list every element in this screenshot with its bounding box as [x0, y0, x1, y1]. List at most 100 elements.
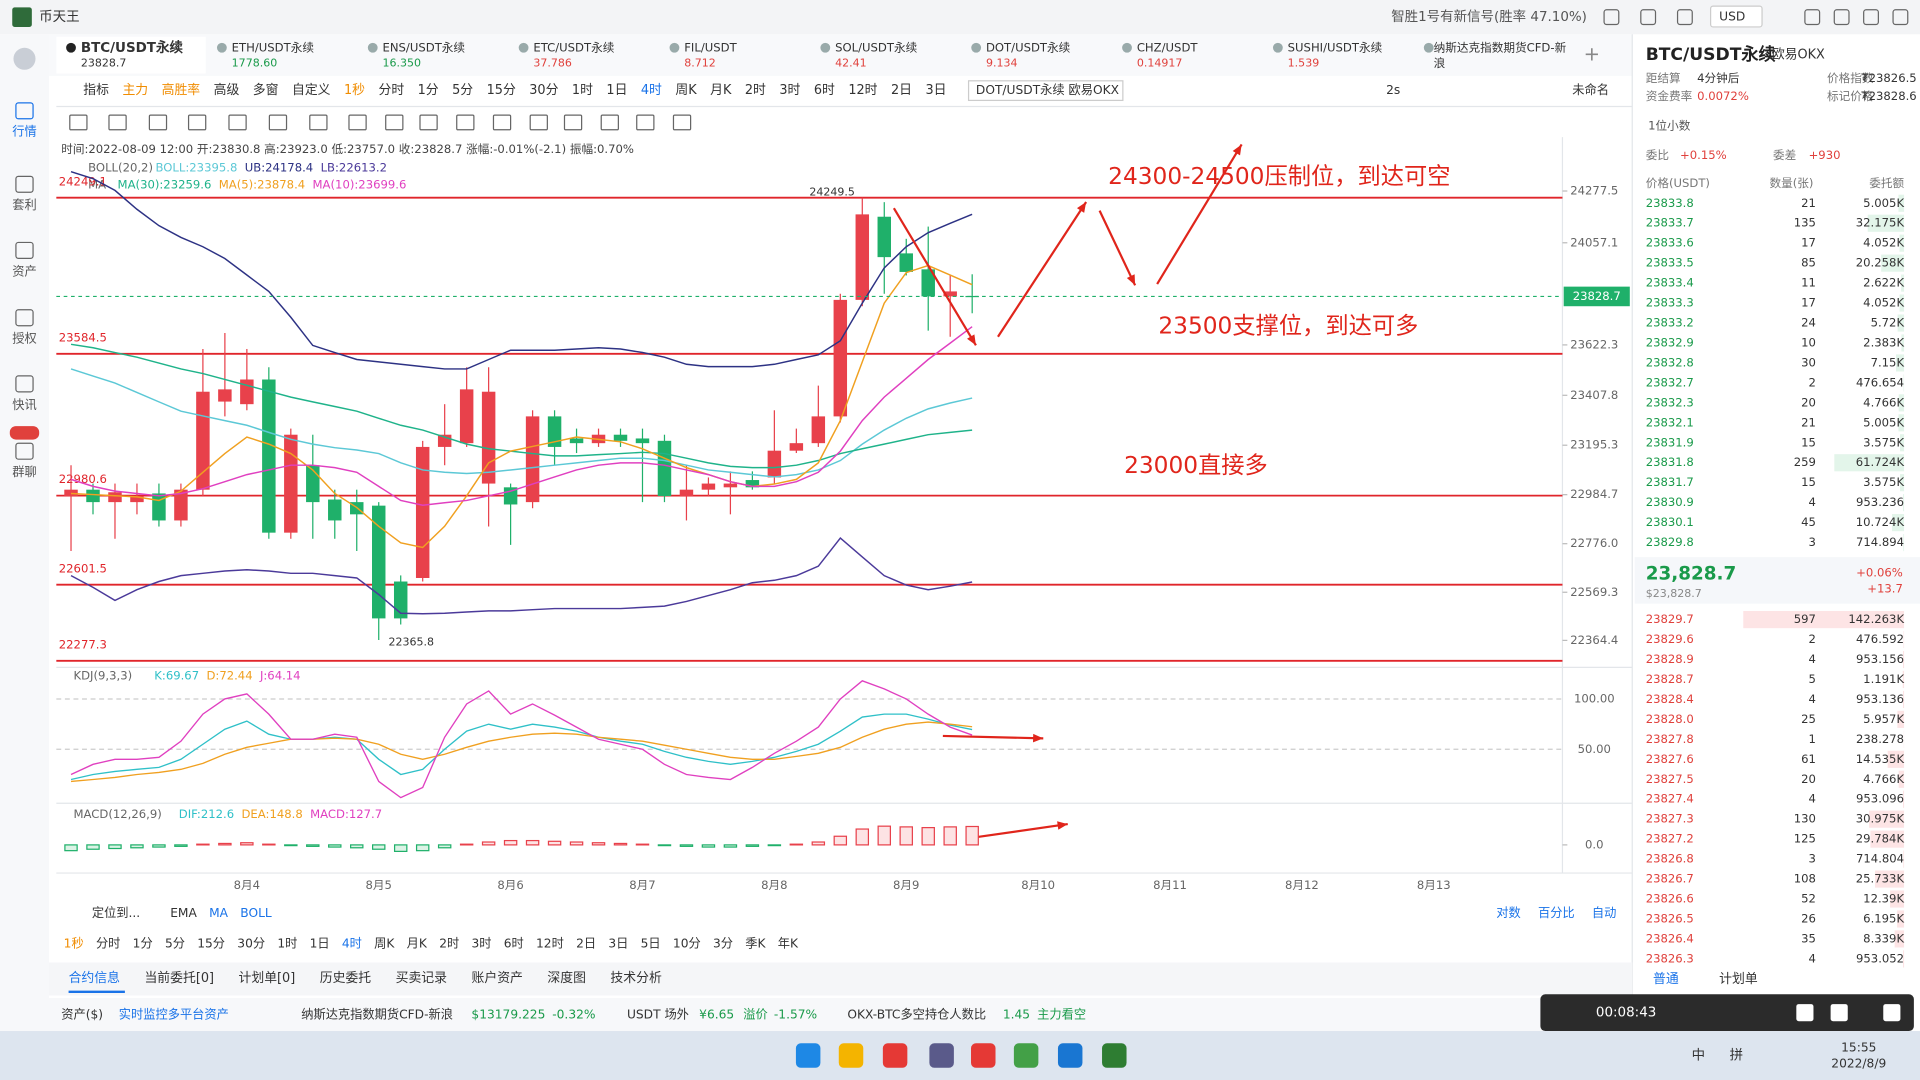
bottom-tab[interactable]: 计划单[0]	[239, 971, 296, 986]
toolbar-item[interactable]: 多窗	[253, 82, 279, 98]
period-button[interactable]: 季K	[745, 937, 766, 951]
period-button[interactable]: 3分	[713, 937, 733, 951]
draw-tool-icon[interactable]	[385, 114, 404, 131]
bottom-tab[interactable]: 深度图	[547, 970, 586, 986]
window-icon[interactable]	[1676, 9, 1693, 26]
tab-name[interactable]: DOT/USDT永续	[986, 40, 1071, 54]
toolbar-item[interactable]: 12时	[848, 83, 877, 98]
period-button[interactable]: 12时	[536, 937, 564, 951]
scale-toggle[interactable]: 自动	[1592, 906, 1616, 920]
sidebar-icon[interactable]	[15, 442, 34, 460]
draw-tool-icon[interactable]	[228, 114, 247, 131]
period-button[interactable]: 5分	[165, 937, 185, 951]
taskbar-icon[interactable]	[838, 1043, 864, 1068]
scale-toggle[interactable]: 百分比	[1538, 906, 1575, 920]
toolbar-item[interactable]: 月K	[710, 83, 732, 98]
locate-button[interactable]: 定位到...	[92, 905, 140, 920]
taskbar-icon[interactable]	[1102, 1043, 1127, 1068]
tab-name[interactable]: 纳斯达克指数期货CFD-新	[1434, 40, 1567, 54]
period-button[interactable]: 30分	[237, 937, 265, 951]
taskbar-icon[interactable]	[971, 1043, 996, 1068]
order-tab[interactable]: 计划单	[1719, 972, 1758, 987]
draw-tool-icon[interactable]	[456, 114, 475, 131]
period-button[interactable]: 3时	[471, 937, 491, 951]
sidebar-label[interactable]: 套利	[12, 198, 36, 212]
bottom-tab[interactable]: 账户资产	[472, 970, 523, 986]
window-icon[interactable]	[1603, 9, 1620, 26]
toolbar-item[interactable]: 未命名	[1572, 82, 1609, 97]
recorder-button[interactable]	[1830, 1004, 1848, 1022]
indicator-toggle[interactable]: MA	[209, 906, 229, 920]
window-icon[interactable]	[1804, 9, 1821, 26]
draw-tool-icon[interactable]	[492, 114, 512, 131]
period-button[interactable]: 10分	[673, 937, 701, 951]
tab-name[interactable]: FIL/USDT	[684, 40, 737, 54]
taskbar-icon[interactable]	[795, 1043, 821, 1068]
add-tab[interactable]: +	[1584, 43, 1600, 66]
recorder-button[interactable]	[1796, 1004, 1814, 1022]
toolbar-item[interactable]: 指标	[83, 83, 109, 98]
draw-tool-icon[interactable]	[348, 114, 367, 131]
sidebar-label[interactable]: 资产	[12, 264, 36, 278]
scale-toggle[interactable]: 对数	[1496, 905, 1520, 920]
period-button[interactable]: 年K	[778, 937, 799, 951]
active-tab[interactable]	[56, 36, 206, 74]
sidebar-label[interactable]: 行情	[12, 125, 36, 139]
draw-tool-icon[interactable]	[672, 114, 692, 131]
period-button[interactable]: 4时	[342, 937, 362, 951]
period-button[interactable]: 2日	[576, 937, 596, 951]
window-icon[interactable]	[1892, 9, 1909, 26]
indicator-toggle[interactable]: EMA	[170, 906, 197, 920]
toolbar-item[interactable]: 2s	[1386, 83, 1400, 97]
recorder-button[interactable]	[1883, 1004, 1901, 1022]
toolbar-item[interactable]: 1分	[418, 83, 439, 98]
toolbar-item[interactable]: 3时	[779, 83, 800, 98]
period-button[interactable]: 1分	[133, 937, 153, 951]
sidebar-label[interactable]: 快讯	[12, 398, 36, 412]
toolbar-item[interactable]: 2日	[891, 83, 912, 98]
taskbar-icon[interactable]	[882, 1043, 908, 1068]
period-button[interactable]: 周K	[374, 937, 395, 951]
draw-tool-icon[interactable]	[108, 114, 127, 131]
taskbar-icon[interactable]	[1057, 1043, 1083, 1068]
toolbar-item[interactable]: 1时	[572, 83, 593, 98]
window-icon[interactable]	[1833, 9, 1850, 26]
toolbar-item[interactable]: 周K	[675, 83, 697, 98]
tab-name[interactable]: BTC/USDT永续	[81, 39, 184, 56]
toolbar-item[interactable]: 5分	[452, 83, 473, 98]
period-button[interactable]: 1秒	[64, 937, 84, 951]
period-button[interactable]: 月K	[407, 937, 428, 951]
toolbar-item[interactable]: 6时	[814, 83, 835, 98]
period-button[interactable]: 分时	[96, 937, 120, 951]
toolbar-item[interactable]: 1秒	[344, 83, 365, 98]
tab-name[interactable]: SUSHI/USDT永续	[1288, 40, 1383, 54]
indicator-toggle[interactable]: BOLL	[240, 906, 272, 920]
taskbar-icon[interactable]	[1013, 1043, 1039, 1068]
order-tab[interactable]: 普通	[1653, 972, 1679, 987]
draw-tool-icon[interactable]	[636, 114, 655, 131]
toolbar-item[interactable]: 高胜率	[162, 82, 201, 98]
tab-name[interactable]: ENS/USDT永续	[383, 40, 466, 54]
sidebar-icon[interactable]	[15, 375, 34, 393]
sidebar-icon[interactable]	[15, 241, 34, 259]
period-button[interactable]: 1日	[310, 937, 330, 951]
signal-notice[interactable]: 智胜1号有新信号(胜率 47.10%)	[1391, 8, 1587, 25]
draw-tool-icon[interactable]	[148, 114, 168, 131]
taskbar-icon[interactable]	[929, 1043, 954, 1068]
toolbar-item[interactable]: 自定义	[292, 83, 331, 98]
toolbar-item[interactable]: 分时	[378, 83, 404, 98]
tab-name[interactable]: ETC/USDT永续	[533, 40, 614, 54]
draw-tool-icon[interactable]	[529, 114, 548, 131]
period-button[interactable]: 6时	[504, 937, 524, 951]
currency-select[interactable]	[1710, 5, 1763, 28]
period-button[interactable]: 1时	[277, 937, 297, 951]
bottom-tab[interactable]: 买卖记录	[396, 971, 448, 986]
toolbar-item[interactable]: 1日	[606, 83, 627, 98]
bottom-tab[interactable]: 当前委托[0]	[144, 970, 214, 986]
draw-tool-icon[interactable]	[600, 114, 619, 131]
toolbar-item[interactable]: 30分	[529, 83, 558, 98]
sidebar-icon[interactable]	[15, 102, 34, 120]
toolbar-item[interactable]: 15分	[487, 83, 516, 98]
bottom-tab[interactable]: 合约信息	[69, 970, 121, 986]
tab-name[interactable]: SOL/USDT永续	[835, 40, 917, 54]
